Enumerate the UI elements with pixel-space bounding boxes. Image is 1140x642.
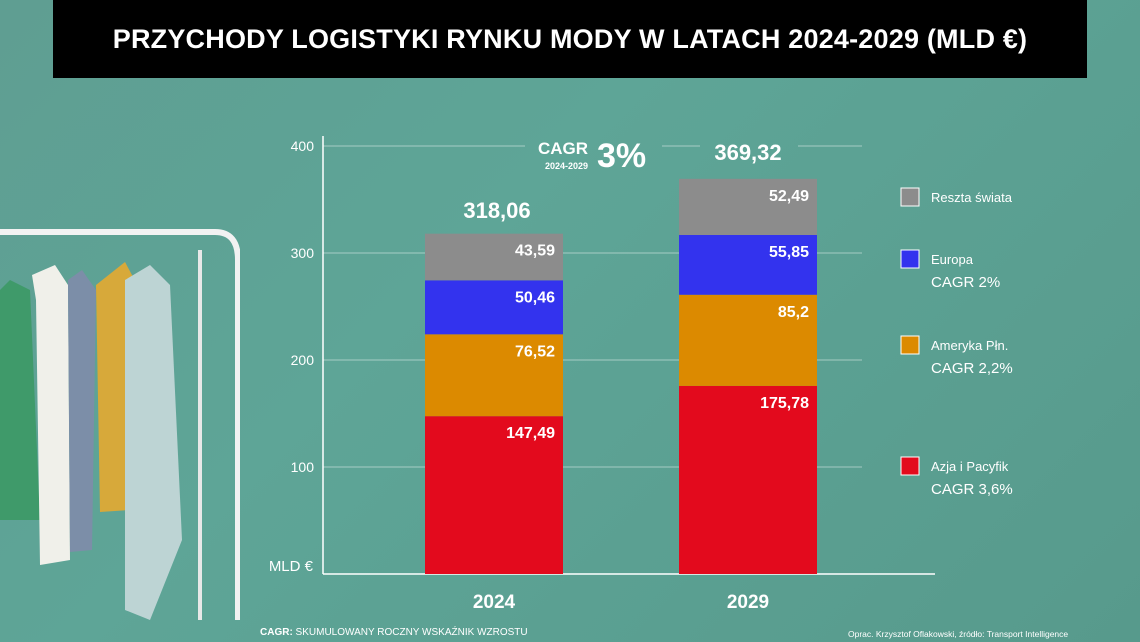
bar-segment — [679, 294, 817, 386]
legend-label: Azja i Pacyfik — [931, 459, 1009, 474]
footer-cagr-definition: SKUMULOWANY ROCZNY WSKAŹNIK WZROSTU — [292, 627, 528, 638]
y-axis-label: MLD € — [269, 558, 314, 575]
legend-label: Europa — [931, 252, 974, 267]
cagr-annotation-value: 3% — [597, 137, 646, 175]
cagr-annotation-label: CAGR — [538, 139, 588, 158]
y-tick-label: 400 — [291, 138, 315, 154]
source-note: Oprac. Krzysztof Oflakowski, źródło: Tra… — [848, 629, 1069, 639]
bar-segment — [679, 385, 817, 574]
data-label: 52,49 — [769, 188, 809, 205]
page-title: PRZYCHODY LOGISTYKI RYNKU MODY W LATACH … — [53, 0, 1087, 78]
legend-label: Reszta świata — [931, 190, 1013, 205]
legend-cagr: CAGR 2,2% — [931, 360, 1013, 377]
legend-cagr: CAGR 2% — [931, 274, 1000, 291]
data-label: 50,46 — [515, 289, 555, 306]
bar-segment — [679, 234, 817, 295]
bar-segment — [425, 233, 563, 281]
bar-segment — [679, 178, 817, 235]
data-label: 147,49 — [506, 425, 555, 442]
data-label: 76,52 — [515, 343, 555, 360]
legend-swatch — [900, 187, 920, 207]
footer-cagr-note: CAGR: SKUMULOWANY ROCZNY WSKAŹNIK WZROST… — [260, 627, 528, 638]
bar-segment — [425, 334, 563, 417]
footer-cagr-label: CAGR: — [260, 627, 293, 638]
legend-cagr: CAGR 3,6% — [931, 481, 1013, 498]
bar-segment — [425, 416, 563, 574]
legend-swatch — [900, 456, 920, 476]
y-tick-label: 100 — [291, 459, 315, 475]
data-label: 55,85 — [769, 244, 809, 261]
total-label: 369,32 — [714, 140, 781, 165]
clothing-rack-illustration — [0, 229, 240, 620]
data-label: 85,2 — [778, 304, 809, 321]
y-tick-label: 300 — [291, 245, 315, 261]
legend-label: Ameryka Płn. — [931, 338, 1008, 353]
cagr-annotation-period: 2024-2029 — [545, 161, 588, 171]
bar-segment — [425, 280, 563, 335]
total-label: 318,06 — [463, 198, 530, 223]
data-label: 175,78 — [760, 395, 809, 412]
y-tick-label: 200 — [291, 352, 315, 368]
x-tick-label: 2024 — [473, 592, 516, 613]
x-tick-label: 2029 — [727, 592, 769, 613]
legend-swatch — [900, 249, 920, 269]
data-label: 43,59 — [515, 243, 555, 260]
legend-swatch — [900, 335, 920, 355]
